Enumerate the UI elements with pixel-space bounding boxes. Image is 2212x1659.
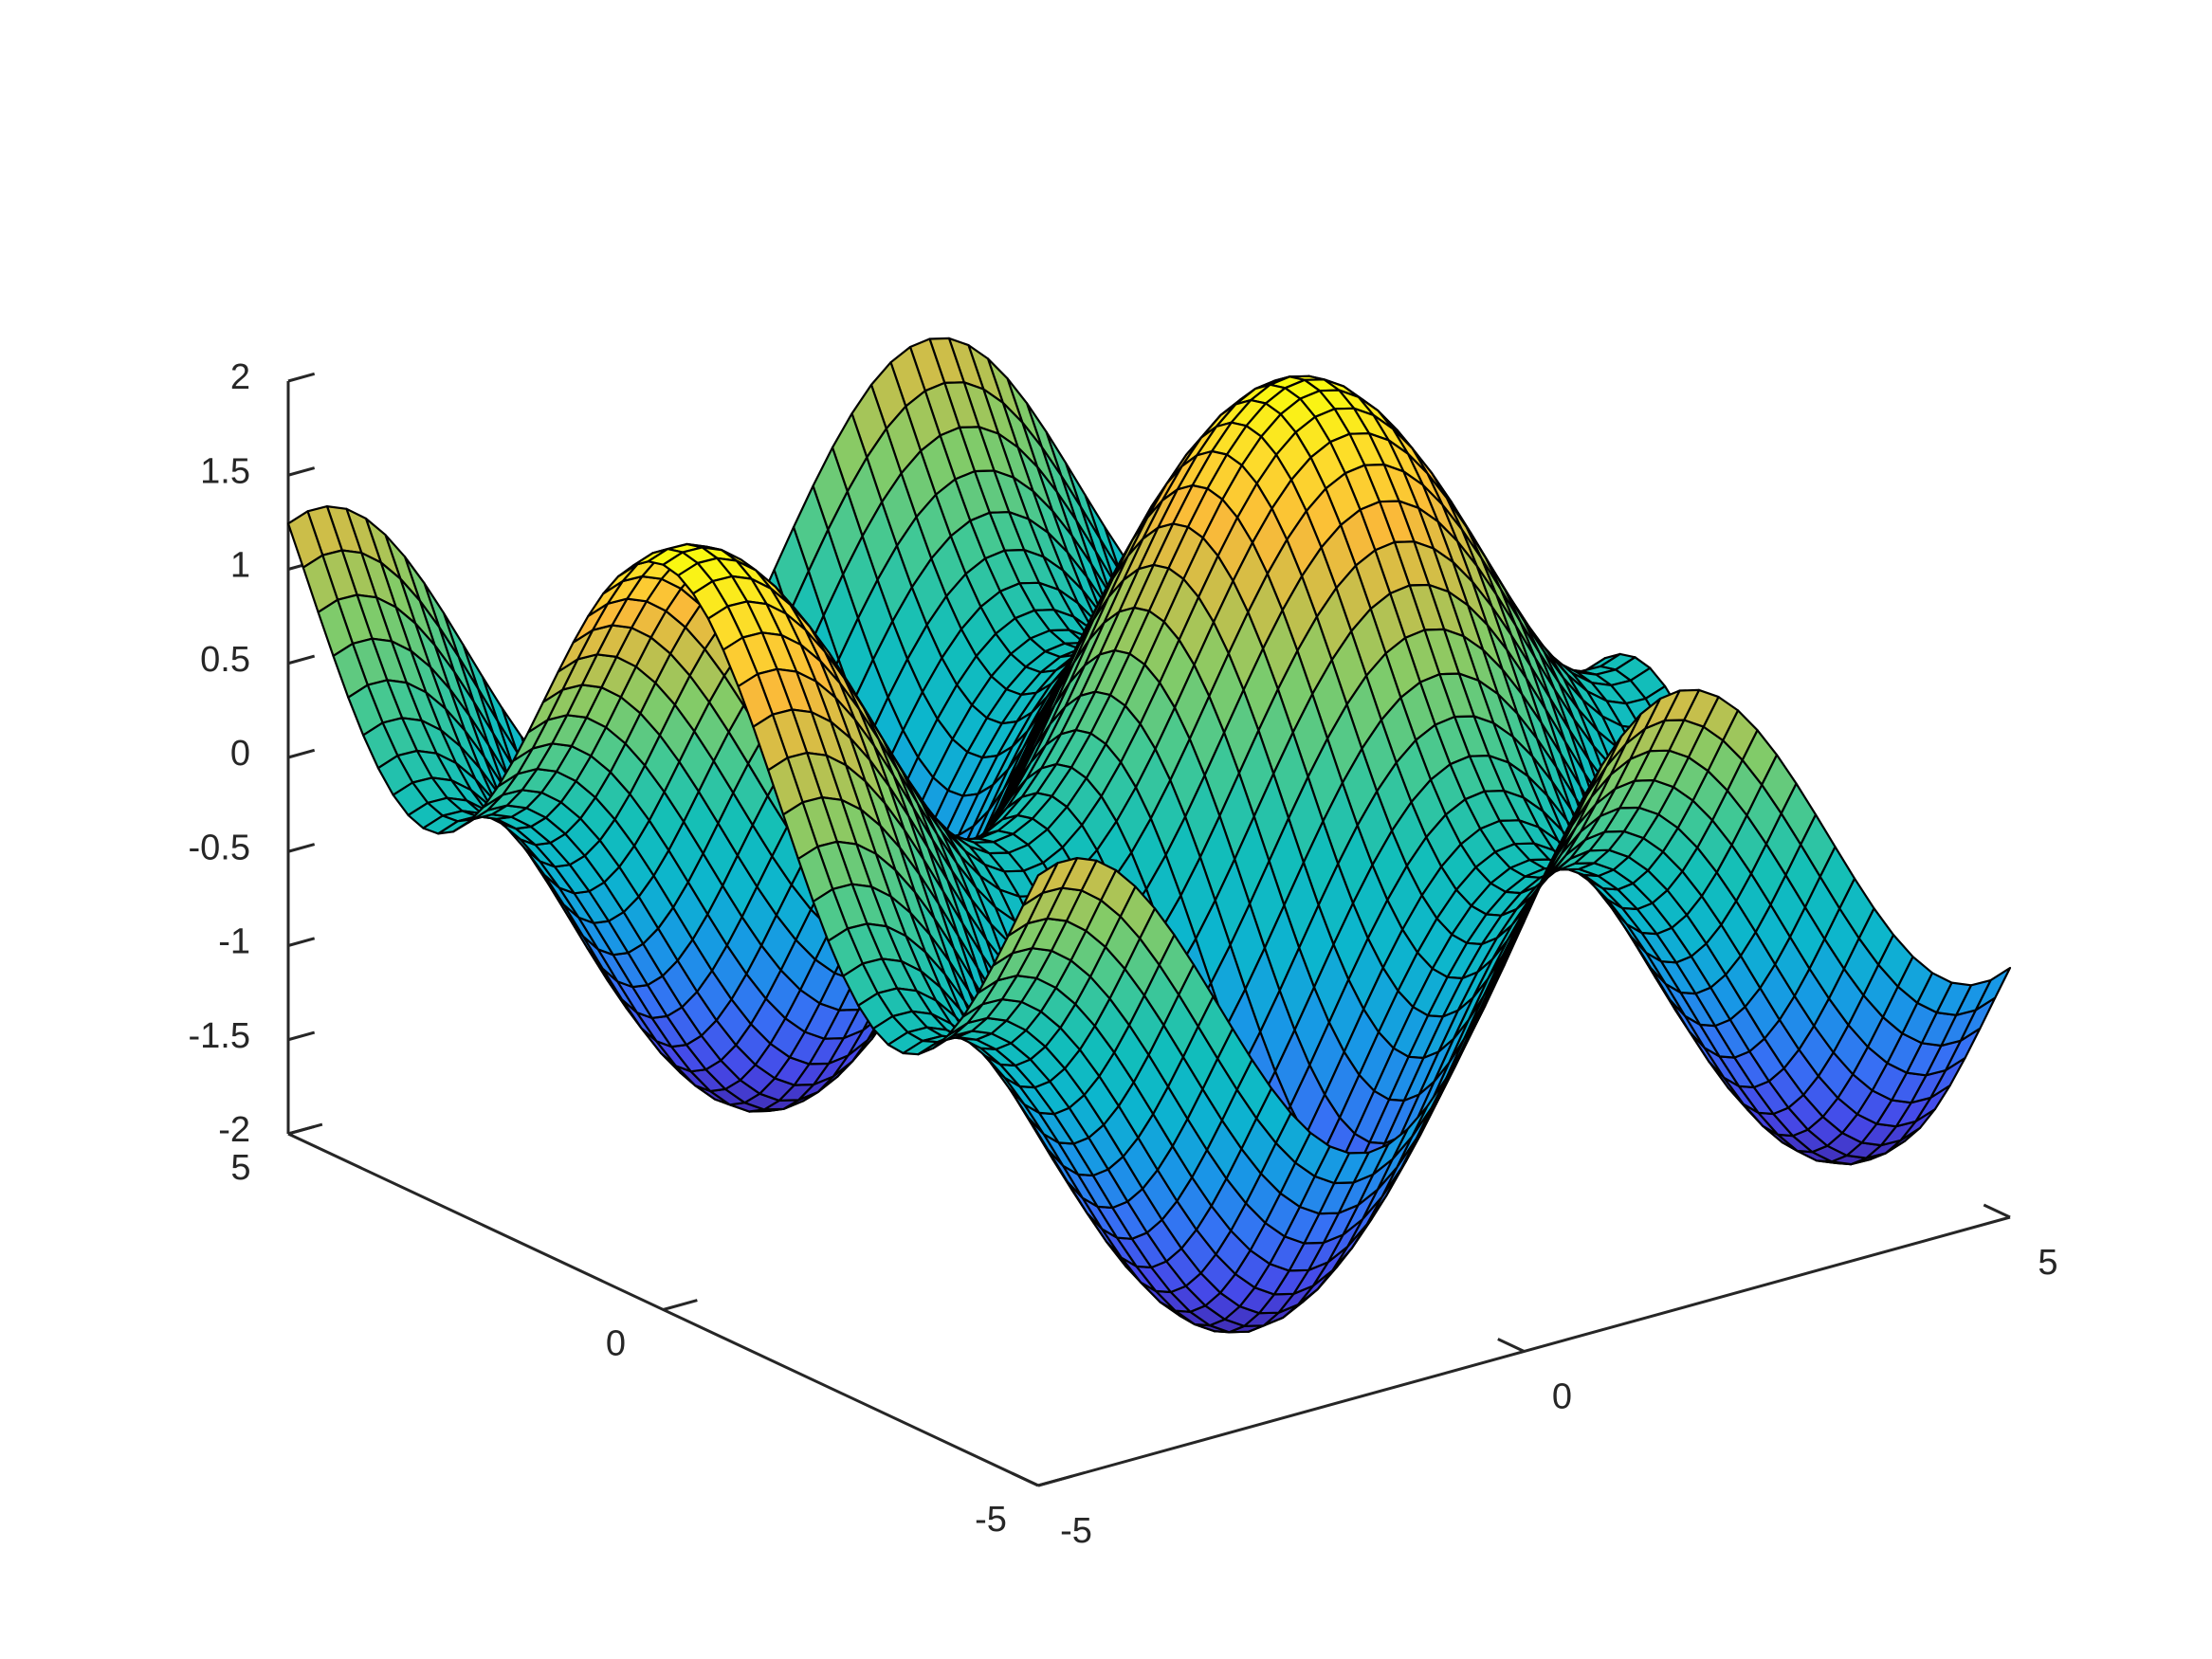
y-tick <box>1037 1474 1073 1487</box>
z-tick-label: -1.5 <box>189 1016 250 1056</box>
axes: -505-505-2-1.5-1-0.500.511.52 <box>189 357 2058 1551</box>
x-tick <box>1011 1471 1039 1487</box>
z-tick <box>287 372 316 383</box>
z-tick <box>287 1124 316 1136</box>
z-tick <box>287 654 316 665</box>
z-tick <box>287 937 316 947</box>
z-tick-label: 0.5 <box>200 640 250 680</box>
x-tick <box>1983 1203 2011 1219</box>
x-tick-label: 0 <box>1552 1377 1572 1417</box>
x-tick <box>1497 1338 1526 1353</box>
y-tick-label: -5 <box>975 1500 1007 1540</box>
z-tick-label: -1 <box>218 922 250 962</box>
z-tick <box>287 466 316 477</box>
z-tick-label: -0.5 <box>189 828 250 867</box>
z-tick <box>287 748 316 759</box>
y-tick <box>663 1299 698 1311</box>
z-tick-label: 2 <box>230 357 250 397</box>
y-tick-label: 0 <box>606 1324 626 1364</box>
surface-mesh <box>286 337 2012 1334</box>
x-tick-label: 5 <box>2038 1243 2057 1283</box>
z-tick-label: 0 <box>230 734 250 774</box>
x-tick-label: -5 <box>1060 1511 1092 1551</box>
z-tick-label: 1 <box>230 546 250 586</box>
z-tick <box>287 843 316 853</box>
z-tick <box>287 1030 316 1042</box>
surface-face <box>1022 862 1059 907</box>
z-tick-label: -2 <box>218 1110 250 1150</box>
y-tick-label: 5 <box>230 1148 250 1188</box>
z-tick-label: 1.5 <box>200 451 250 491</box>
